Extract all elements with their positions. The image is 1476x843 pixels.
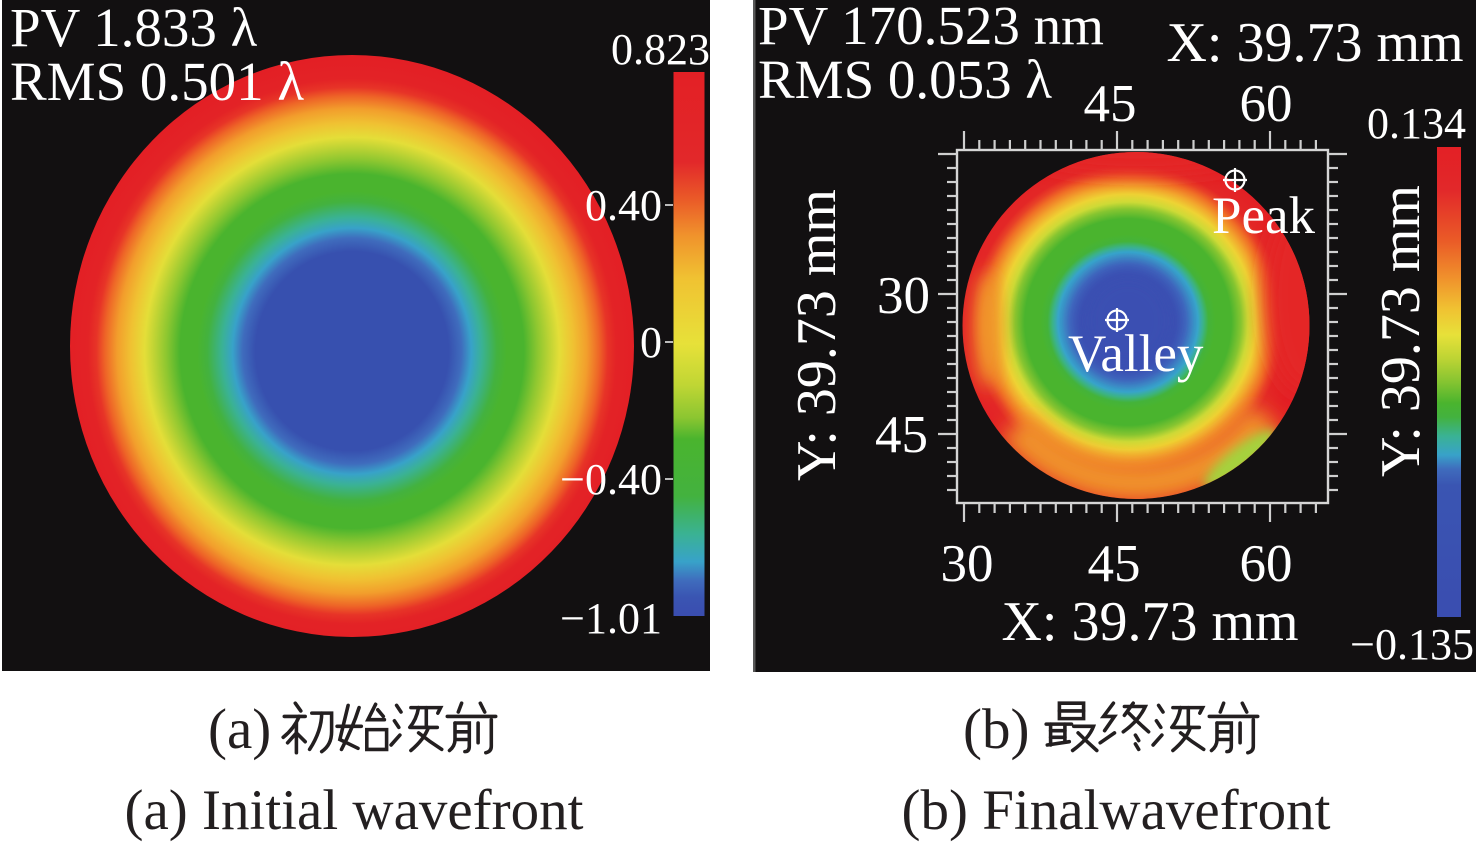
svg-text:30: 30 bbox=[941, 535, 994, 593]
svg-text:PV 1.833 λ: PV 1.833 λ bbox=[10, 0, 258, 58]
svg-text:45: 45 bbox=[1088, 535, 1141, 593]
svg-text:30: 30 bbox=[877, 267, 930, 325]
svg-text:Y: 39.73 mm: Y: 39.73 mm bbox=[1370, 185, 1432, 477]
svg-text:0: 0 bbox=[640, 318, 662, 367]
svg-text:X: 39.73 mm: X: 39.73 mm bbox=[1166, 12, 1463, 74]
svg-text:60: 60 bbox=[1240, 75, 1293, 133]
svg-text:RMS 0.501 λ: RMS 0.501 λ bbox=[10, 51, 304, 112]
svg-text:−0.135: −0.135 bbox=[1350, 620, 1474, 669]
svg-text:Peak: Peak bbox=[1212, 187, 1316, 245]
svg-text:RMS 0.053 λ: RMS 0.053 λ bbox=[758, 49, 1052, 110]
svg-text:0.134: 0.134 bbox=[1367, 99, 1466, 148]
svg-text:(a) Initial wavefront: (a) Initial wavefront bbox=[125, 779, 584, 842]
svg-text:0.40: 0.40 bbox=[585, 181, 662, 230]
svg-text:−1.01: −1.01 bbox=[560, 594, 662, 643]
svg-text:(b): (b) bbox=[963, 698, 1029, 761]
svg-text:(b) Finalwavefront: (b) Finalwavefront bbox=[902, 779, 1331, 842]
svg-text:X: 39.73 mm: X: 39.73 mm bbox=[1001, 591, 1298, 653]
svg-text:45: 45 bbox=[1084, 75, 1137, 133]
svg-text:Y: 39.73 mm: Y: 39.73 mm bbox=[786, 189, 848, 481]
svg-text:PV 170.523 nm: PV 170.523 nm bbox=[758, 0, 1104, 56]
svg-text:45: 45 bbox=[875, 406, 928, 464]
svg-text:(a): (a) bbox=[208, 698, 271, 761]
svg-text:−0.40: −0.40 bbox=[560, 455, 662, 504]
svg-text:60: 60 bbox=[1240, 535, 1293, 593]
svg-text:0.823: 0.823 bbox=[611, 25, 710, 74]
svg-text:Valley: Valley bbox=[1068, 325, 1204, 383]
